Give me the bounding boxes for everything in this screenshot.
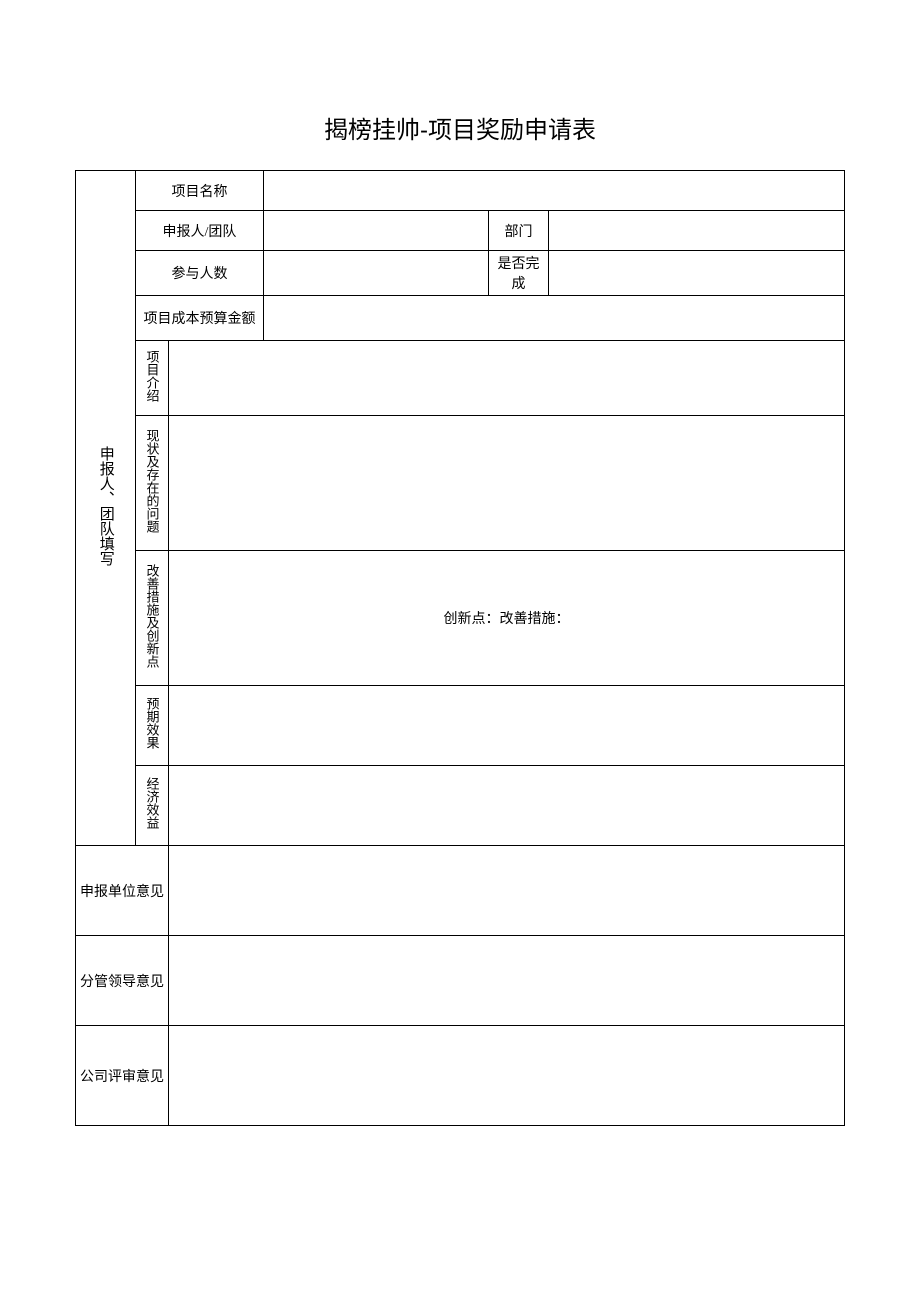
table-row: 项目介绍 — [76, 341, 845, 416]
table-row: 分管领导意见 — [76, 936, 845, 1026]
table-row: 参与人数 是否完成 — [76, 251, 845, 296]
table-row: 预期效果 — [76, 686, 845, 766]
department-label: 部门 — [489, 211, 549, 251]
table-row: 申报人/团队 部门 — [76, 211, 845, 251]
economic-benefit-label-text: 经济效益 — [146, 777, 159, 829]
budget-label: 项目成本预算金额 — [136, 296, 264, 341]
economic-benefit-value — [169, 766, 845, 846]
is-complete-value — [549, 251, 845, 296]
unit-opinion-label: 申报单位意见 — [76, 846, 169, 936]
status-issues-value — [169, 416, 845, 551]
participants-value — [264, 251, 489, 296]
improvements-label: 改善措施及创新点 — [136, 551, 169, 686]
leader-opinion-value — [169, 936, 845, 1026]
table-row: 现状及存在的问题 — [76, 416, 845, 551]
leader-opinion-label: 分管领导意见 — [76, 936, 169, 1026]
project-name-value — [264, 171, 845, 211]
section-applicant-label: 申报人︑团队填写 — [97, 446, 114, 566]
applicant-team-value — [264, 211, 489, 251]
improvements-label-text: 改善措施及创新点 — [146, 564, 159, 668]
expected-effect-label: 预期效果 — [136, 686, 169, 766]
applicant-team-label: 申报人/团队 — [136, 211, 264, 251]
expected-effect-label-text: 预期效果 — [146, 697, 159, 749]
table-row: 公司评审意见 — [76, 1026, 845, 1126]
project-name-label: 项目名称 — [136, 171, 264, 211]
table-row: 申报单位意见 — [76, 846, 845, 936]
table-row: 经济效益 — [76, 766, 845, 846]
status-issues-label-text: 现状及存在的问题 — [146, 429, 159, 533]
department-value — [549, 211, 845, 251]
page-title: 揭榜挂帅-项目奖励申请表 — [75, 110, 845, 145]
improvements-value: 创新点：改善措施： — [169, 551, 845, 686]
application-form-table: 申报人︑团队填写 项目名称 申报人/团队 部门 参与人数 是否完成 项 — [75, 170, 845, 1126]
unit-opinion-value — [169, 846, 845, 936]
review-opinion-value — [169, 1026, 845, 1126]
status-issues-label: 现状及存在的问题 — [136, 416, 169, 551]
budget-value — [264, 296, 845, 341]
is-complete-label: 是否完成 — [489, 251, 549, 296]
intro-label-text: 项目介绍 — [146, 350, 159, 402]
section-applicant-fill: 申报人︑团队填写 — [76, 171, 136, 846]
intro-value — [169, 341, 845, 416]
table-row: 申报人︑团队填写 项目名称 — [76, 171, 845, 211]
participants-label: 参与人数 — [136, 251, 264, 296]
expected-effect-value — [169, 686, 845, 766]
table-row: 改善措施及创新点 创新点：改善措施： — [76, 551, 845, 686]
intro-label: 项目介绍 — [136, 341, 169, 416]
table-row: 项目成本预算金额 — [76, 296, 845, 341]
review-opinion-label: 公司评审意见 — [76, 1026, 169, 1126]
economic-benefit-label: 经济效益 — [136, 766, 169, 846]
